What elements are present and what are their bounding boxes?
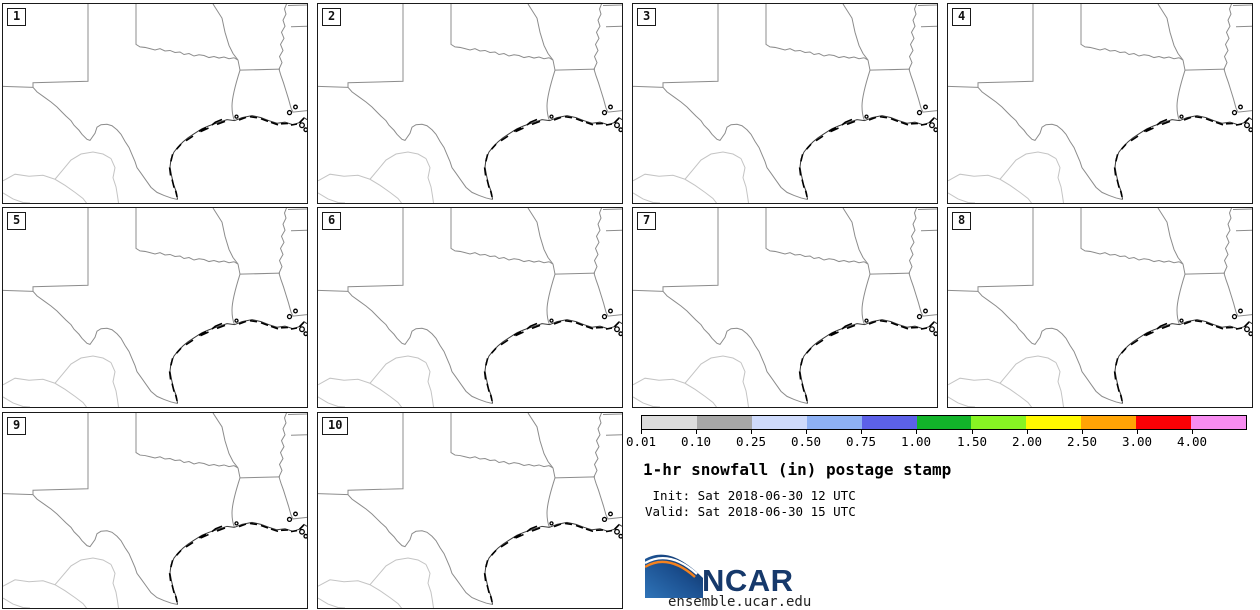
colorbar-tick-label: 0.10: [680, 434, 712, 449]
map-panel-3: 3: [632, 3, 938, 204]
colorbar-segment: [861, 416, 917, 429]
texas-region-map: [3, 4, 307, 203]
texas-region-map: [318, 208, 622, 407]
panel-number-badge: 1: [7, 8, 27, 26]
texas-region-map: [948, 4, 1252, 203]
map-panel-9: 9: [2, 412, 308, 609]
colorbar-tick-label: 0.25: [735, 434, 767, 449]
colorbar-segment: [1191, 416, 1246, 429]
colorbar-tick: [641, 430, 642, 434]
ncar-logo: NCAR: [645, 551, 805, 607]
map-panel-4: 4: [947, 3, 1253, 204]
colorbar-tick: [806, 430, 807, 434]
map-panel-10: 10: [317, 412, 623, 609]
texas-region-map: [633, 208, 937, 407]
colorbar-tick-label: 0.01: [625, 434, 657, 449]
panel-number-badge: 9: [7, 417, 27, 435]
colorbar-segment: [916, 416, 972, 429]
map-panel-8: 8: [947, 207, 1253, 408]
colorbar-segment: [1136, 416, 1192, 429]
colorbar-tick-label: 1.00: [900, 434, 932, 449]
map-panel-5: 5: [2, 207, 308, 408]
colorbar-tick-label: 3.00: [1121, 434, 1153, 449]
colorbar-tick: [916, 430, 917, 434]
valid-time: Valid: Sat 2018-06-30 15 UTC: [645, 504, 856, 519]
texas-region-map: [3, 413, 307, 608]
colorbar-tick-label: 2.00: [1011, 434, 1043, 449]
map-panel-1: 1: [2, 3, 308, 204]
colorbar-tick: [696, 430, 697, 434]
snowfall-colorbar: [641, 415, 1247, 430]
colorbar-segment: [1081, 416, 1137, 429]
ncar-logo-text: NCAR: [702, 563, 794, 598]
colorbar-tick-label: 1.50: [956, 434, 988, 449]
panel-number-badge: 7: [637, 212, 657, 230]
colorbar-segment: [1026, 416, 1082, 429]
product-title: 1-hr snowfall (in) postage stamp: [643, 460, 952, 479]
colorbar-segment: [971, 416, 1027, 429]
panel-number-badge: 6: [322, 212, 342, 230]
colorbar-tick: [972, 430, 973, 434]
colorbar-tick: [1137, 430, 1138, 434]
colorbar-tick: [1192, 430, 1193, 434]
colorbar-segment: [806, 416, 862, 429]
panel-number-badge: 8: [952, 212, 972, 230]
panel-number-badge: 2: [322, 8, 342, 26]
panel-number-badge: 5: [7, 212, 27, 230]
colorbar-tick-label: 0.50: [790, 434, 822, 449]
init-time: Init: Sat 2018-06-30 12 UTC: [645, 488, 856, 503]
ncar-swoosh-icon: [645, 554, 703, 598]
map-panel-7: 7: [632, 207, 938, 408]
colorbar-tick: [861, 430, 862, 434]
panel-number-badge: 3: [637, 8, 657, 26]
colorbar-tick-label: 4.00: [1176, 434, 1208, 449]
colorbar-tick-label: 2.50: [1066, 434, 1098, 449]
colorbar-tick: [1027, 430, 1028, 434]
colorbar-segment: [642, 416, 697, 429]
colorbar-segment: [696, 416, 752, 429]
colorbar-tick: [751, 430, 752, 434]
colorbar-tick-label: 0.75: [845, 434, 877, 449]
map-panel-6: 6: [317, 207, 623, 408]
texas-region-map: [318, 413, 622, 608]
texas-region-map: [948, 208, 1252, 407]
colorbar-ticks: 0.01 0.10 0.25 0.50 0.75 1.00 1.50 2.00 2.50 3.00…: [626, 430, 1248, 450]
texas-region-map: [3, 208, 307, 407]
colorbar-segment: [751, 416, 807, 429]
panel-number-badge: 4: [952, 8, 972, 26]
map-panel-2: 2: [317, 3, 623, 204]
site-url: ensemble.ucar.edu: [668, 594, 812, 610]
panel-number-badge: 10: [322, 417, 349, 435]
colorbar-tick: [1082, 430, 1083, 434]
texas-region-map: [633, 4, 937, 203]
texas-region-map: [318, 4, 622, 203]
